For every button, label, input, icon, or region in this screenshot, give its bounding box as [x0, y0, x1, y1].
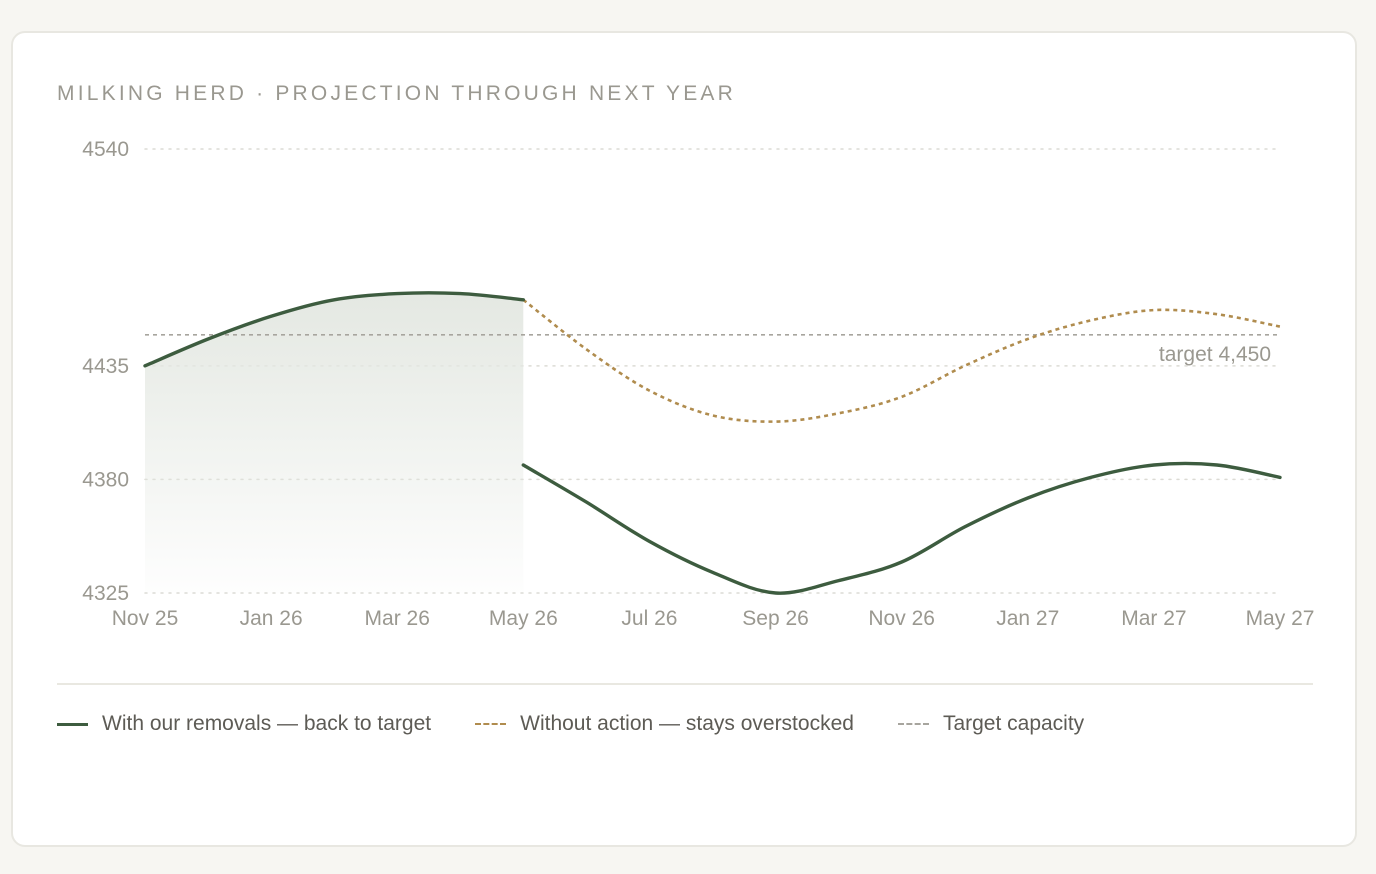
x-tick-label: Mar 27 [1121, 607, 1186, 630]
solid-line-swatch-icon [57, 722, 88, 726]
x-tick-label: Jul 26 [621, 607, 677, 630]
y-tick-label: 4435 [82, 355, 129, 378]
y-tick-label: 4380 [82, 468, 129, 491]
x-tick-label: Jan 26 [240, 607, 303, 630]
target-label: target 4,450 [1159, 343, 1271, 366]
x-tick-label: May 26 [489, 607, 558, 630]
x-tick-label: Nov 25 [112, 607, 179, 630]
series-line-with-removals-history [143, 291, 525, 368]
legend-item-with-removals[interactable]: With our removals — back to target [57, 712, 431, 736]
legend-divider [57, 683, 1313, 685]
dashed-line-swatch-icon [897, 723, 929, 725]
legend-label: Target capacity [942, 712, 1085, 735]
series-line-with-removals-projection [521, 461, 1282, 595]
legend-label: Without action — stays overstocked [520, 712, 854, 735]
x-tick-label: Jan 27 [996, 607, 1059, 630]
y-tick-label: 4540 [82, 138, 129, 161]
chart-legend: With our removals — back to target Witho… [57, 709, 1084, 739]
legend-item-target-capacity[interactable]: Target capacity [897, 712, 1085, 736]
history-area [145, 292, 524, 593]
y-tick-label: 4325 [82, 582, 129, 605]
chart-title: MILKING HERD · PROJECTION THROUGH NEXT Y… [57, 82, 737, 105]
legend-item-without-action[interactable]: Without action — stays overstocked [475, 712, 854, 736]
dashed-line-swatch-icon [475, 723, 507, 725]
legend-label: With our removals — back to target [102, 712, 432, 735]
x-tick-label: Mar 26 [365, 607, 430, 630]
x-tick-label: Nov 26 [868, 607, 935, 630]
x-tick-label: May 27 [1246, 607, 1315, 630]
x-tick-label: Sep 26 [742, 607, 809, 630]
series-line-without-action [522, 298, 1281, 423]
